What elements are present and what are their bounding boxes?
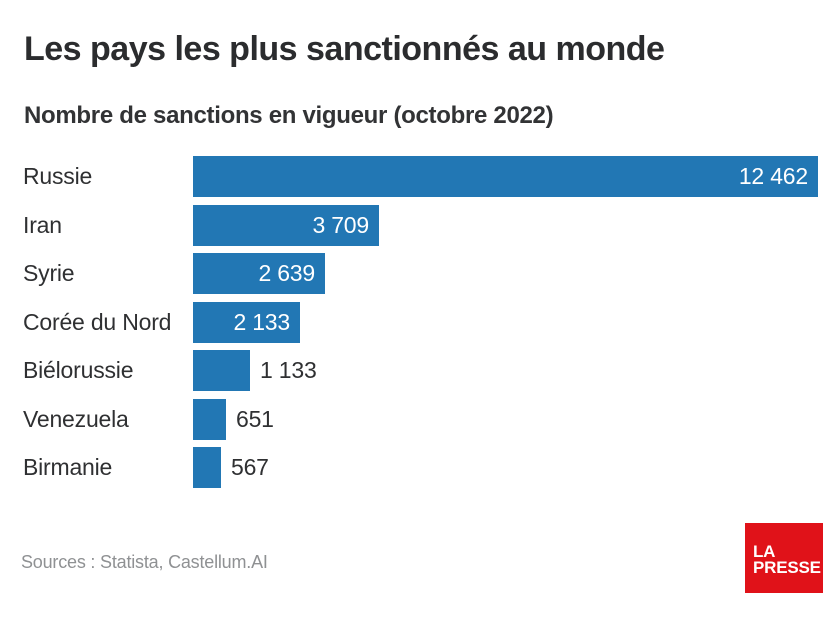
category-label: Birmanie [23,454,113,480]
bar-track: 2 133 [193,301,840,343]
bar-track: 567 [193,447,840,488]
logo-line1: LA [753,542,776,561]
bar [193,350,250,391]
value-label: 651 [236,405,274,432]
chart-row: Biélorussie 1 133 [0,350,840,391]
value-label: 2 639 [258,260,315,286]
chart-row: Syrie 2 639 [0,253,840,294]
chart-row: Venezuela 651 [0,398,840,440]
logo-line2: PRESSE [753,558,821,577]
bar: 12 462 [193,156,818,197]
value-label: 2 133 [233,308,290,335]
bar-track: 1 133 [193,350,840,391]
bar [193,447,221,488]
value-label: 567 [231,454,269,480]
chart-row: Russie 12 462 [0,156,840,197]
chart-row: Birmanie 567 [0,447,840,488]
category-label: Syrie [23,260,75,286]
chart-row: Corée du Nord 2 133 [0,301,840,343]
bar: 2 133 [193,301,300,343]
category-label: Corée du Nord [23,308,172,335]
bar-track: 12 462 [193,156,840,197]
bar: 2 639 [193,253,325,294]
value-label: 1 133 [260,357,317,383]
category-label: Russie [23,163,93,189]
chart-row: Iran 3 709 [0,204,840,246]
bar-track: 3 709 [193,204,840,246]
source-note: Sources : Statista, Castellum.AI [21,552,268,572]
category-label: Venezuela [23,405,129,432]
chart-subtitle: Nombre de sanctions en vigueur (octobre … [24,102,554,129]
bar [193,398,226,440]
category-label: Biélorussie [23,357,134,383]
bar-track: 651 [193,398,840,440]
lapresse-logo: LA PRESSE [745,523,823,593]
bar-track: 2 639 [193,253,840,294]
bar: 3 709 [193,204,379,246]
page-title: Les pays les plus sanctionnés au monde [24,30,665,68]
value-label: 3 709 [312,211,369,238]
category-label: Iran [23,211,62,238]
value-label: 12 462 [738,163,808,189]
bar-chart: Russie 12 462 Iran 3 709 Syrie 2 639 Corée du … [0,156,840,488]
